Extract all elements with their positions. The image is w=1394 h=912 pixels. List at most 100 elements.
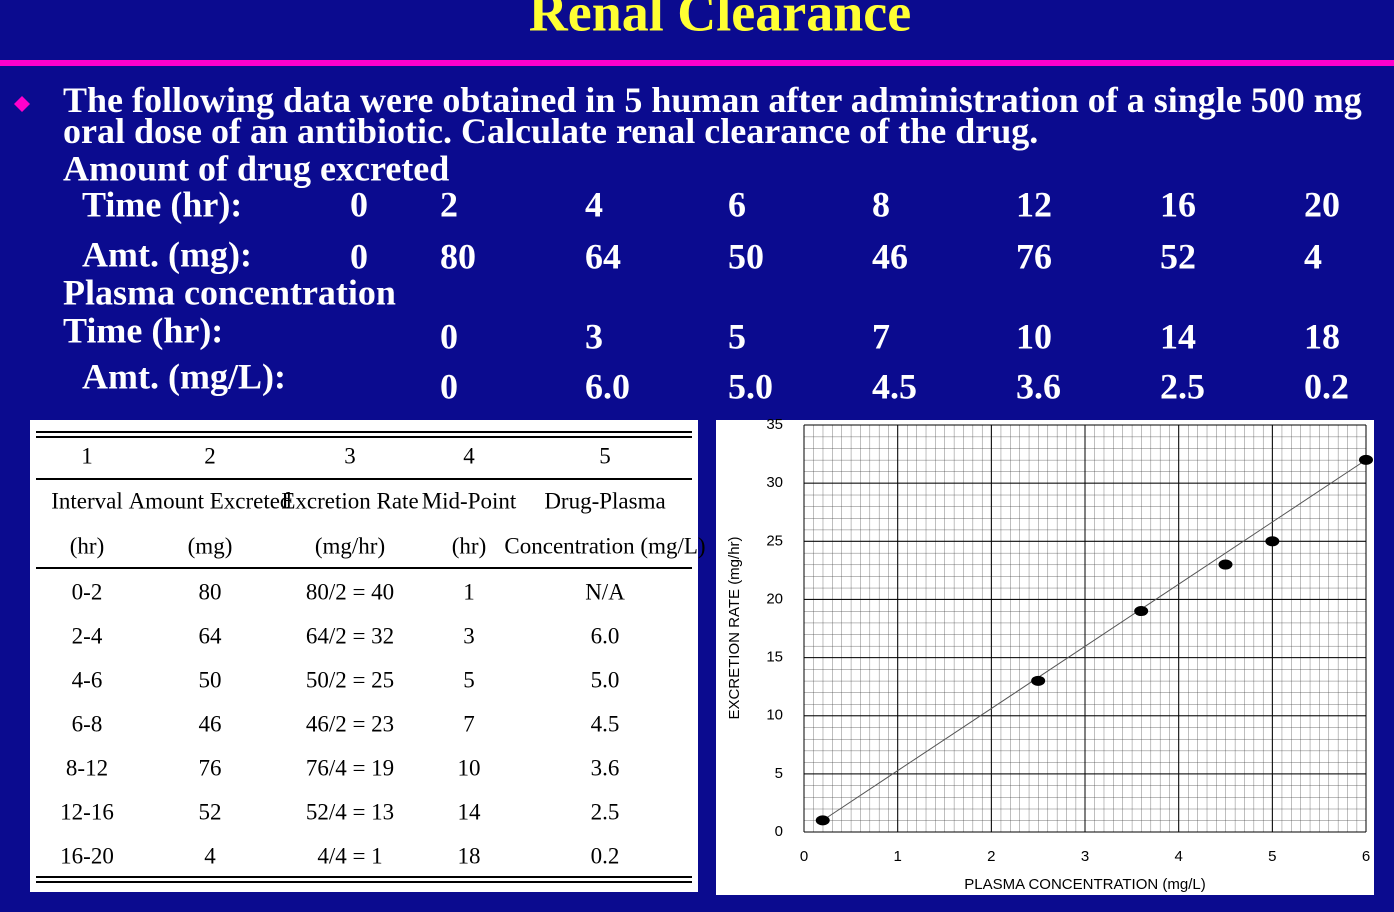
time-value: 4 [585, 184, 603, 224]
cell: 3 [463, 623, 475, 648]
table-rules [36, 431, 692, 883]
point [1359, 454, 1373, 465]
cell: 5.0 [591, 667, 620, 692]
col-number: 2 [204, 443, 216, 468]
amount-value: 0 [350, 236, 368, 276]
conc-value: 2.5 [1160, 366, 1205, 406]
intro: The following data were obtained in 5 hu… [63, 80, 1362, 151]
x-tick-label: 6 [1362, 848, 1370, 865]
conc-value: 0.2 [1304, 366, 1349, 406]
row-label: Amt. (mg): [82, 234, 252, 274]
time-value: 5 [728, 316, 746, 356]
x-tick-label: 0 [800, 848, 808, 865]
intro-line: The following data were obtained in 5 hu… [63, 80, 1362, 120]
amount-value: 52 [1160, 236, 1196, 276]
y-tick-label: 35 [766, 416, 783, 433]
point [1218, 559, 1233, 570]
row-label: Amt. (mg/L): [82, 356, 286, 396]
col-header: Mid-Point [422, 488, 517, 513]
col-header: (hr) [452, 533, 486, 558]
y-tick-label: 25 [766, 532, 783, 549]
point [815, 815, 830, 826]
cell: 64/2 = 32 [306, 623, 394, 648]
conc-value: 4.5 [872, 366, 917, 406]
time-value: 16 [1160, 184, 1196, 224]
col-header: Interval [51, 488, 123, 513]
y-tick-label: 0 [775, 823, 783, 840]
cell: 4.5 [591, 711, 620, 736]
col-number: 4 [463, 443, 475, 468]
intro-line: oral dose of an antibiotic. Calculate re… [63, 111, 1038, 151]
time-value: 12 [1016, 184, 1052, 224]
col-header: Drug-Plasma [544, 488, 665, 513]
y-tick-label: 5 [775, 765, 783, 782]
time-value: 3 [585, 316, 603, 356]
point [1031, 675, 1046, 686]
time-value: 0 [350, 184, 368, 224]
cell: 2-4 [72, 623, 103, 648]
cell: 80/2 = 40 [306, 579, 394, 604]
row-label: Time (hr): [82, 184, 242, 224]
cell: 0.2 [591, 843, 620, 868]
amount-value: 80 [440, 236, 476, 276]
amount-value: 76 [1016, 236, 1052, 276]
time-value: 2 [440, 184, 458, 224]
cell: 0-2 [72, 579, 103, 604]
cell: 46 [199, 711, 222, 736]
col-header: (hr) [70, 533, 104, 558]
amount-value: 64 [585, 236, 621, 276]
cell: 6.0 [591, 623, 620, 648]
cell: 50 [199, 667, 222, 692]
cell: 5 [463, 667, 475, 692]
y-tick-label: 20 [766, 590, 783, 607]
conc-value: 3.6 [1016, 366, 1061, 406]
point [1265, 536, 1280, 547]
cell: 80 [199, 579, 222, 604]
time-value: 0 [440, 316, 458, 356]
cell: 18 [458, 843, 481, 868]
cell: 46/2 = 23 [306, 711, 394, 736]
amount-value: 46 [872, 236, 908, 276]
time-value: 18 [1304, 316, 1340, 356]
cell: 7 [463, 711, 475, 736]
trend-line [822, 459, 1367, 821]
x-axis-label: PLASMA CONCENTRATION (mg/L) [964, 876, 1205, 893]
cell: 3.6 [591, 755, 620, 780]
cell: 2.5 [591, 799, 620, 824]
cell: 4-6 [72, 667, 103, 692]
col-header: Concentration (mg/L) [504, 533, 705, 558]
cell: 16-20 [60, 843, 114, 868]
title-rule [0, 60, 1394, 66]
row-label: Time (hr): [63, 310, 223, 350]
time-value: 6 [728, 184, 746, 224]
conc-value: 6.0 [585, 366, 630, 406]
col-number: 1 [81, 443, 93, 468]
title: Renal Clearance [529, 0, 911, 42]
conc-value: 0 [440, 366, 458, 406]
cell: 6-8 [72, 711, 103, 736]
y-axis-label: EXCRETION RATE (mg/hr) [726, 536, 743, 719]
col-header: Amount Excreted [129, 488, 292, 513]
point [1134, 606, 1149, 617]
heading: Amount of drug excreted [63, 148, 449, 188]
cell: 76 [199, 755, 222, 780]
time-value: 7 [872, 316, 890, 356]
x-tick-label: 1 [893, 848, 901, 865]
bullet [14, 96, 30, 112]
conc-value: 5.0 [728, 366, 773, 406]
amount-value: 50 [728, 236, 764, 276]
y-tick-label: 15 [766, 649, 783, 666]
cell: 64 [199, 623, 223, 648]
heading: Plasma concentration [63, 272, 396, 312]
cell: 4/4 = 1 [317, 843, 382, 868]
time-value: 8 [872, 184, 890, 224]
cell: 10 [458, 755, 481, 780]
x-tick-label: 4 [1174, 848, 1182, 865]
cell: 76/4 = 19 [306, 755, 394, 780]
time-value: 20 [1304, 184, 1340, 224]
amount-value: 4 [1304, 236, 1322, 276]
cell: 52 [199, 799, 222, 824]
time-value: 10 [1016, 316, 1052, 356]
y-tick-label: 10 [766, 707, 783, 724]
col-header: Excretion Rate [281, 488, 418, 513]
